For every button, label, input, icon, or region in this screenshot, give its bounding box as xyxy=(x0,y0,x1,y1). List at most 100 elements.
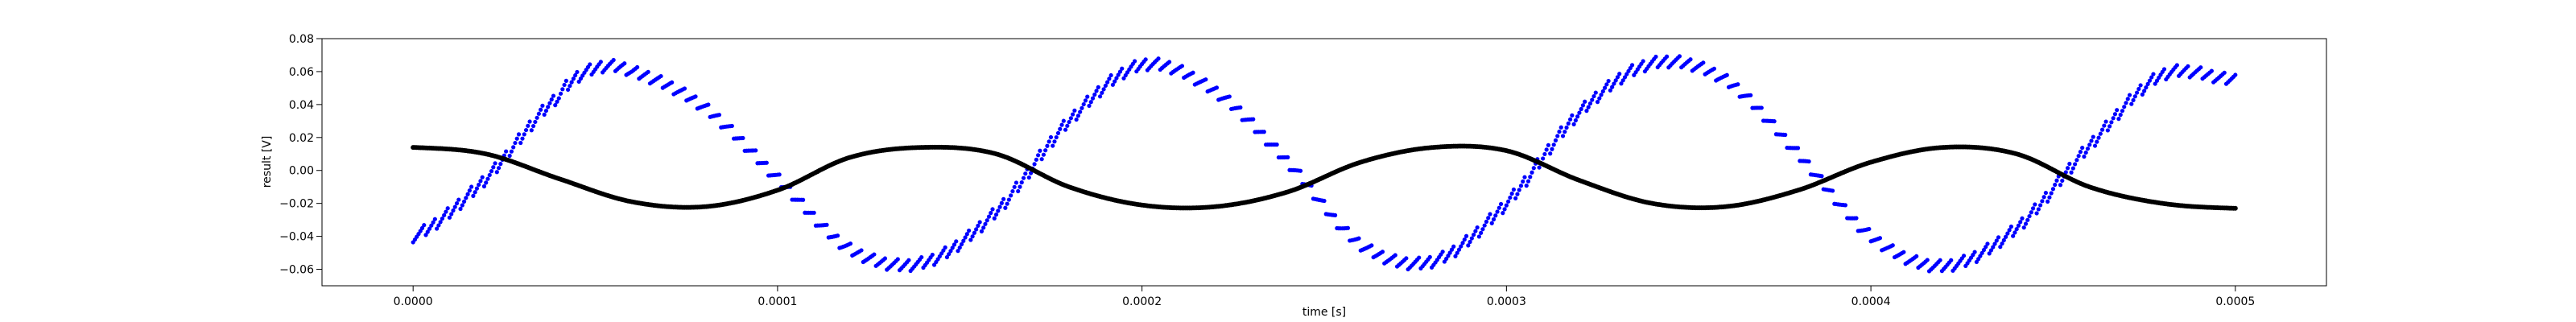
data-point xyxy=(1427,254,1432,259)
data-point xyxy=(2136,86,2141,92)
data-point xyxy=(578,76,584,81)
data-point xyxy=(1094,89,1099,93)
data-point xyxy=(872,252,877,257)
data-point xyxy=(1179,64,1185,68)
data-point xyxy=(504,149,509,154)
data-point xyxy=(950,246,955,250)
data-point xyxy=(1664,54,1670,59)
data-point xyxy=(1469,236,1474,241)
data-point xyxy=(1110,82,1116,87)
data-point xyxy=(2129,101,2134,106)
data-point xyxy=(963,235,968,240)
data-point xyxy=(1994,238,1999,243)
data-point xyxy=(444,209,448,214)
data-point xyxy=(456,197,461,202)
data-point xyxy=(1078,109,1083,114)
data-point xyxy=(1608,88,1612,93)
data-point xyxy=(1472,232,1476,237)
data-point xyxy=(588,62,592,67)
data-point xyxy=(440,216,445,221)
data-point xyxy=(1984,245,1988,250)
data-point xyxy=(1075,114,1081,118)
data-point xyxy=(494,170,499,175)
data-point xyxy=(1081,101,1086,107)
data-point xyxy=(972,230,976,235)
data-point xyxy=(1981,247,1987,253)
data-point xyxy=(473,190,477,195)
data-point xyxy=(2142,89,2147,93)
data-point xyxy=(635,64,640,70)
x-tick-label: 0.0005 xyxy=(2215,295,2255,308)
data-point xyxy=(489,169,494,174)
data-point xyxy=(622,61,627,66)
data-point xyxy=(1332,213,1338,217)
x-tick-label: 0.0004 xyxy=(1852,295,1891,308)
data-point xyxy=(986,214,992,219)
data-point xyxy=(1108,72,1113,78)
data-point xyxy=(2222,70,2227,75)
data-point xyxy=(422,223,427,228)
data-point xyxy=(1544,147,1549,152)
data-point xyxy=(1518,184,1524,188)
data-point xyxy=(454,200,460,206)
data-point xyxy=(2033,202,2037,207)
data-point xyxy=(848,242,853,246)
x-axis-ticks: 0.0000 0.0001 0.0002 0.0003 0.0004 0.0005 xyxy=(394,286,2255,308)
data-point xyxy=(1482,223,1487,228)
data-point xyxy=(959,242,964,247)
data-point xyxy=(1036,153,1041,158)
data-point xyxy=(1550,147,1554,151)
data-point xyxy=(527,119,532,124)
data-point xyxy=(1087,103,1092,109)
data-point xyxy=(547,101,552,105)
data-point xyxy=(943,245,947,250)
data-point xyxy=(2053,182,2058,188)
data-point xyxy=(2092,143,2098,148)
data-point xyxy=(1653,54,1658,60)
data-point xyxy=(1501,211,1505,216)
data-point xyxy=(1542,151,1547,157)
data-point xyxy=(1045,143,1050,148)
data-point xyxy=(449,212,454,217)
data-point xyxy=(575,69,580,75)
data-point xyxy=(509,149,514,154)
data-point xyxy=(2127,93,2132,97)
data-point xyxy=(2008,224,2013,229)
x-tick-label: 0.0001 xyxy=(758,295,797,308)
data-point xyxy=(1068,116,1073,121)
data-point xyxy=(452,204,457,209)
data-point xyxy=(1613,78,1618,83)
data-point xyxy=(2047,195,2052,200)
data-point xyxy=(1023,171,1028,176)
data-point xyxy=(968,237,973,242)
data-point xyxy=(1156,56,1161,61)
data-point xyxy=(1059,122,1064,127)
data-point xyxy=(1599,93,1604,97)
data-point xyxy=(435,226,440,231)
data-point xyxy=(1783,132,1788,138)
data-point xyxy=(514,136,519,141)
data-point xyxy=(993,212,999,217)
data-point xyxy=(2007,228,2012,233)
data-point xyxy=(2034,211,2039,216)
data-point xyxy=(535,115,539,120)
data-point xyxy=(2067,161,2072,167)
data-point xyxy=(2096,135,2101,140)
data-point xyxy=(1447,250,1452,255)
data-point xyxy=(2144,85,2149,90)
data-point xyxy=(1097,94,1103,99)
data-point xyxy=(1459,244,1463,249)
data-point xyxy=(2089,138,2094,143)
data-point xyxy=(507,153,512,159)
data-point xyxy=(496,166,502,171)
data-point xyxy=(1830,188,1835,193)
data-point xyxy=(474,186,480,191)
data-point xyxy=(2078,150,2083,155)
data-point xyxy=(2001,237,2006,243)
data-point xyxy=(432,217,437,221)
data-point xyxy=(2209,68,2214,73)
data-point xyxy=(706,102,711,107)
data-point xyxy=(543,108,549,114)
data-point xyxy=(1369,243,1374,248)
data-point xyxy=(564,78,568,83)
